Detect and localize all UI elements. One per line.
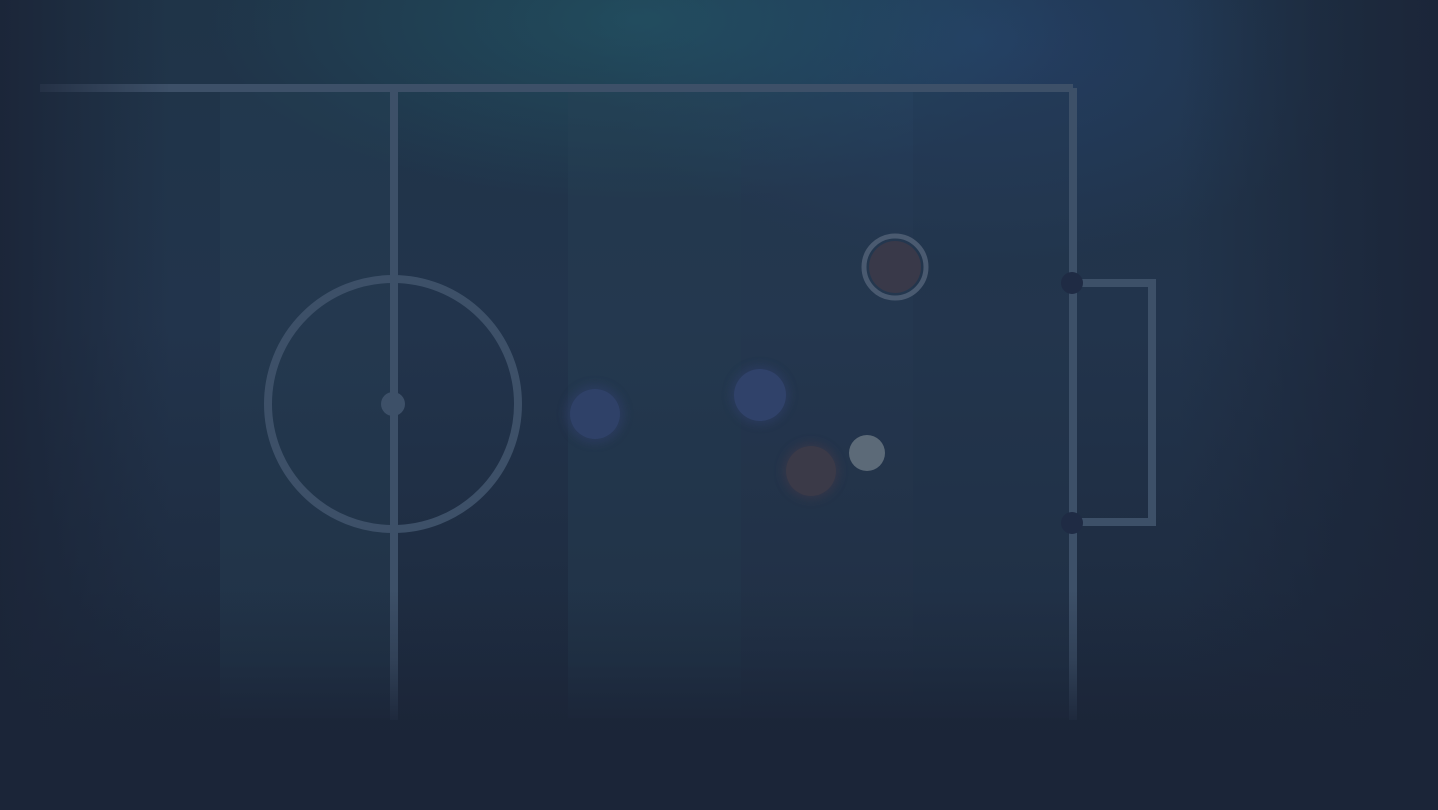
player-token xyxy=(869,241,921,293)
ball[interactable] xyxy=(849,435,885,471)
goal-box xyxy=(1073,279,1156,526)
goal-post-bottom xyxy=(1061,512,1083,534)
player-token xyxy=(570,389,620,439)
team-b-player-1[interactable] xyxy=(861,233,929,301)
grass-stripes xyxy=(220,88,1073,718)
team-a-player-1[interactable] xyxy=(565,384,625,444)
team-a-player-2[interactable] xyxy=(730,365,790,425)
team-b-player-2[interactable] xyxy=(782,442,840,500)
goal-post-top xyxy=(1061,272,1083,294)
center-spot xyxy=(381,392,405,416)
player-token xyxy=(734,369,786,421)
grass-stripe xyxy=(220,88,395,718)
ball-icon xyxy=(849,435,885,471)
grass-stripe xyxy=(913,88,1073,718)
player-token xyxy=(786,446,836,496)
